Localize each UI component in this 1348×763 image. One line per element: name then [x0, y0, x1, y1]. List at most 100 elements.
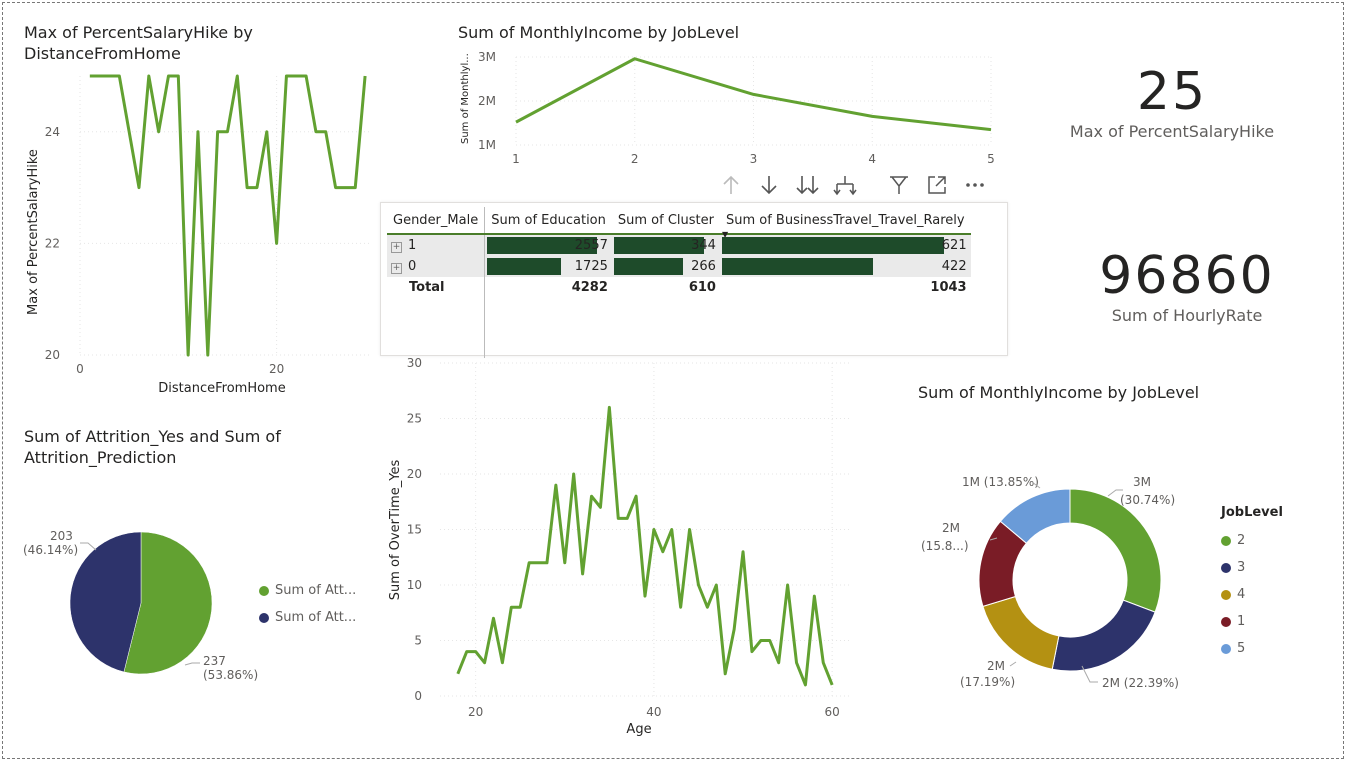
travel-bar: [721, 237, 944, 254]
income-joblevel-line-chart[interactable]: 1M 2M 3M 1 2 3 4 5 Sum of Monthlyl...: [452, 44, 1012, 172]
legend-dot: [1221, 616, 1231, 627]
x-tick-label: 20: [269, 362, 284, 376]
legend-title: JobLevel: [1221, 505, 1283, 520]
sort-descending-icon: ▼: [721, 230, 729, 239]
pie-data-label: 237 (53.86%): [203, 654, 258, 682]
more-options-icon[interactable]: [956, 172, 994, 198]
x-tick-label: 2: [631, 152, 639, 166]
y-tick-label: 25: [407, 412, 422, 426]
cell-value: 1725: [574, 259, 608, 274]
y-tick-label: 1M: [478, 138, 496, 152]
legend-item[interactable]: 4: [1221, 581, 1283, 608]
legend-dot: [1221, 643, 1231, 654]
donut-slice: [999, 488, 1071, 544]
education-bar: [487, 237, 598, 254]
y-tick-label: 2M: [478, 94, 496, 108]
y-tick-label: 10: [407, 578, 422, 592]
y-tick-label: 5: [414, 634, 422, 648]
legend-dot: [1221, 589, 1231, 600]
table-row: +1 2557 344 621: [387, 234, 971, 256]
total-education: 4282: [571, 280, 608, 295]
donut-data-label: 3M (30.74%): [1120, 475, 1175, 507]
cell-value: 621: [941, 238, 967, 253]
y-tick-label: 15: [407, 523, 422, 537]
kpi-card-salary-hike[interactable]: 25 Max of PercentSalaryHike: [1060, 62, 1284, 141]
kpi-value: 25: [1136, 62, 1208, 122]
donut-slice: [1051, 599, 1156, 672]
table-row: +0 1725 266 422: [387, 256, 971, 277]
series-line: [515, 57, 992, 132]
donut-data-label: 2M (22.39%): [1102, 676, 1179, 690]
x-tick-label: 5: [987, 152, 995, 166]
legend-item[interactable]: Sum of Att...: [259, 604, 356, 631]
x-tick-label: 0: [76, 362, 84, 376]
header-gender-male[interactable]: Gender_Male: [387, 207, 486, 235]
y-tick-label: 30: [407, 356, 422, 370]
salary-hike-y-axis-label: Max of PercentSalaryHike: [26, 149, 41, 315]
header-sum-education[interactable]: Sum of Education: [484, 207, 612, 235]
kpi-label: Max of PercentSalaryHike: [1069, 122, 1275, 141]
row-label: 1: [408, 238, 417, 253]
x-tick-label: 60: [825, 705, 840, 719]
donut-data-label: 2M (15.8...): [921, 521, 969, 553]
visual-header-toolbar: [712, 172, 994, 198]
income-donut-legend: JobLevel 2 3 4 1 5: [1221, 505, 1283, 662]
x-tick-label: 1: [512, 152, 520, 166]
education-bar: [487, 258, 562, 275]
y-tick-label: 20: [45, 348, 60, 362]
x-tick-label: 3: [750, 152, 758, 166]
drill-down-icon[interactable]: [750, 172, 788, 198]
cell-value: 266: [691, 259, 716, 274]
kpi-card-hourly-rate[interactable]: 96860 Sum of HourlyRate: [1060, 246, 1314, 325]
series-line: [89, 74, 367, 357]
income-donut-chart[interactable]: 3M (30.74%) 2M (22.39%) 2M (17.19%) 2M (15.…: [910, 460, 1210, 700]
total-row: Total 4282 610 1043: [387, 277, 971, 298]
total-cluster: 610: [688, 280, 716, 295]
cell-value: 422: [941, 259, 967, 274]
cell-value: 2557: [574, 238, 608, 253]
legend-item[interactable]: 2: [1221, 527, 1283, 554]
legend-dot: [259, 612, 269, 623]
legend-item[interactable]: 1: [1221, 608, 1283, 635]
expand-row-icon[interactable]: +: [391, 242, 402, 253]
y-tick-label: 22: [45, 236, 60, 250]
total-label: Total: [387, 277, 486, 298]
y-tick-label: 0: [414, 689, 422, 703]
cell-value: 344: [691, 238, 716, 253]
donut-data-label: 1M (13.85%): [962, 475, 1039, 489]
y-tick-label: 20: [407, 467, 422, 481]
attrition-pie-chart[interactable]: 203 (46.14%) 237 (53.86%): [10, 480, 370, 710]
salary-hike-line-chart[interactable]: 20 22 24 0 20 Max of PercentSalaryHike Dista…: [20, 60, 370, 405]
row-label: 0: [408, 259, 417, 274]
cluster-bar: [613, 258, 684, 275]
legend-item[interactable]: 5: [1221, 635, 1283, 662]
salary-hike-x-axis-label: DistanceFromHome: [158, 381, 285, 396]
kpi-value: 96860: [1099, 246, 1275, 306]
total-travel: 1043: [930, 280, 967, 295]
donut-data-label: 2M (17.19%): [960, 659, 1015, 689]
overtime-age-line-chart[interactable]: 0 5 10 15 20 25 30 20 40 60 Sum of OverTime_Yes A…: [380, 350, 860, 745]
header-sum-cluster[interactable]: Sum of Cluster: [611, 207, 720, 235]
pie-slice: [123, 531, 213, 675]
attrition-pie-legend: Sum of Att... Sum of Att...: [259, 577, 356, 631]
legend-item[interactable]: Sum of Att...: [259, 577, 356, 604]
expand-row-icon[interactable]: +: [391, 263, 402, 274]
expand-hierarchy-icon[interactable]: [826, 172, 864, 198]
attrition-pie-title: Sum of Attrition_Yes and Sum of Attritio…: [24, 427, 281, 467]
drill-up-icon[interactable]: [712, 172, 750, 198]
focus-mode-icon[interactable]: [918, 172, 956, 198]
gender-matrix-visual[interactable]: Gender_Male Sum of Education Sum of Clus…: [380, 202, 1008, 358]
expand-all-down-icon[interactable]: [788, 172, 826, 198]
x-tick-label: 4: [868, 152, 876, 166]
x-tick-label: 20: [468, 705, 483, 719]
gender-matrix-table: Gender_Male Sum of Education Sum of Clus…: [387, 207, 971, 358]
legend-item[interactable]: 3: [1221, 554, 1283, 581]
legend-dot: [1221, 562, 1231, 573]
x-tick-label: 40: [646, 705, 661, 719]
legend-dot: [259, 585, 269, 596]
header-sum-business-travel[interactable]: Sum of BusinessTravel_Travel_Rarely ▼: [719, 207, 971, 239]
y-tick-label: 3M: [478, 50, 496, 64]
series-line: [456, 405, 834, 687]
filter-icon[interactable]: [880, 172, 918, 198]
overtime-x-axis-label: Age: [626, 722, 651, 737]
